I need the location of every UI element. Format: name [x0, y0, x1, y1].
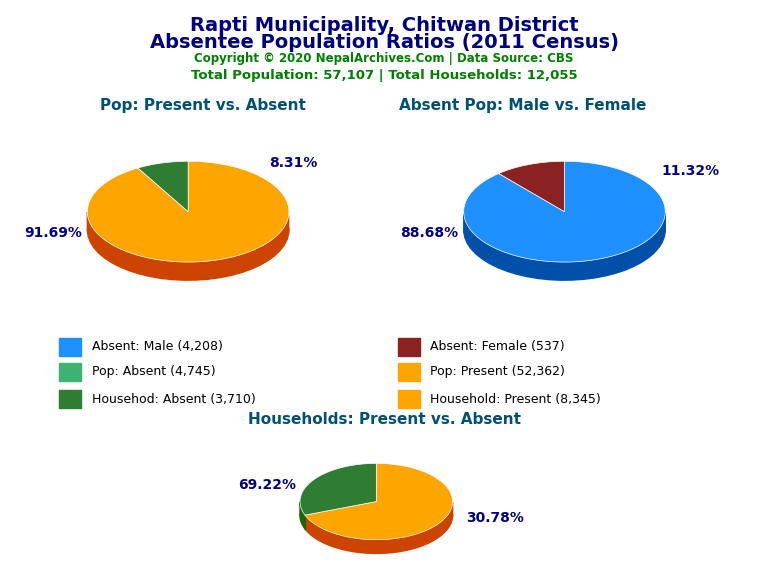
Polygon shape — [88, 161, 289, 262]
Text: 88.68%: 88.68% — [401, 226, 458, 240]
Polygon shape — [88, 212, 289, 280]
Text: Pop: Present (52,362): Pop: Present (52,362) — [430, 365, 565, 378]
Text: Household: Present (8,345): Household: Present (8,345) — [430, 393, 601, 406]
Bar — [398, 338, 420, 356]
Text: 91.69%: 91.69% — [25, 226, 82, 240]
Text: 30.78%: 30.78% — [466, 511, 524, 525]
Text: Pop: Absent (4,745): Pop: Absent (4,745) — [91, 365, 215, 378]
Text: Absent: Female (537): Absent: Female (537) — [430, 340, 565, 353]
Text: Pop: Present vs. Absent: Pop: Present vs. Absent — [100, 98, 306, 113]
Text: Rapti Municipality, Chitwan District: Rapti Municipality, Chitwan District — [190, 16, 578, 35]
Text: Total Population: 57,107 | Total Households: 12,055: Total Population: 57,107 | Total Househo… — [190, 69, 578, 82]
Polygon shape — [305, 503, 452, 554]
Ellipse shape — [300, 493, 452, 538]
Polygon shape — [138, 161, 188, 212]
Text: Households: Present vs. Absent: Households: Present vs. Absent — [247, 412, 521, 427]
Bar — [398, 390, 420, 408]
Ellipse shape — [88, 200, 289, 260]
Polygon shape — [498, 161, 564, 212]
Bar — [59, 362, 81, 381]
Polygon shape — [300, 463, 376, 515]
Text: Absent Pop: Male vs. Female: Absent Pop: Male vs. Female — [399, 98, 647, 113]
Text: Absent: Male (4,208): Absent: Male (4,208) — [91, 340, 223, 353]
Polygon shape — [464, 213, 665, 280]
Bar — [398, 362, 420, 381]
Text: 11.32%: 11.32% — [661, 164, 719, 178]
Text: Househod: Absent (3,710): Househod: Absent (3,710) — [91, 393, 256, 406]
Polygon shape — [305, 463, 452, 540]
Polygon shape — [300, 502, 305, 529]
Bar — [59, 390, 81, 408]
Text: Copyright © 2020 NepalArchives.Com | Data Source: CBS: Copyright © 2020 NepalArchives.Com | Dat… — [194, 52, 574, 65]
Text: 69.22%: 69.22% — [238, 478, 296, 492]
Bar — [59, 338, 81, 356]
Text: Absentee Population Ratios (2011 Census): Absentee Population Ratios (2011 Census) — [150, 33, 618, 52]
Ellipse shape — [464, 200, 665, 260]
Text: 8.31%: 8.31% — [269, 157, 317, 170]
Polygon shape — [464, 161, 665, 262]
